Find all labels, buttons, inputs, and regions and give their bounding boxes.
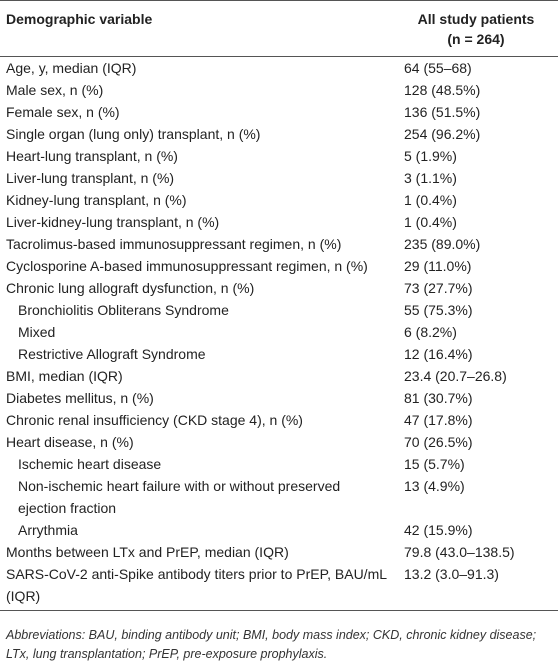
table-row: Liver-kidney-lung transplant, n (%) 1 (0.… bbox=[0, 211, 558, 233]
row-value: 3 (1.1%) bbox=[404, 170, 457, 186]
table-row: BMI, median (IQR) 23.4 (20.7–26.8) bbox=[0, 365, 558, 387]
table-row: Single organ (lung only) transplant, n (… bbox=[0, 123, 558, 145]
table-row: Cyclosporine A-based immunosuppressant r… bbox=[0, 255, 558, 277]
row-label: Chronic renal insufficiency (CKD stage 4… bbox=[6, 412, 303, 428]
column-header-line: (n = 264) bbox=[447, 31, 505, 47]
row-value: 73 (27.7%) bbox=[404, 280, 473, 296]
table-row: Months between LTx and PrEP, median (IQR… bbox=[0, 541, 558, 563]
row-value: 55 (75.3%) bbox=[404, 302, 473, 318]
table-row: Restrictive Allograft Syndrome 12 (16.4%) bbox=[0, 343, 558, 365]
row-value: 128 (48.5%) bbox=[404, 82, 481, 98]
table-row: Tacrolimus-based immunosuppressant regim… bbox=[0, 233, 558, 255]
row-label: Tacrolimus-based immunosuppressant regim… bbox=[6, 236, 342, 252]
row-label: Non-ischemic heart failure with or witho… bbox=[18, 478, 341, 516]
table-row: Male sex, n (%) 128 (48.5%) bbox=[0, 79, 558, 101]
row-value: 13.2 (3.0–91.3) bbox=[394, 563, 558, 611]
row-value: 47 (17.8%) bbox=[404, 412, 473, 428]
row-value: 6 (8.2%) bbox=[404, 324, 457, 340]
row-label: Months between LTx and PrEP, median (IQR… bbox=[6, 544, 289, 560]
row-label: Age, y, median (IQR) bbox=[6, 60, 137, 76]
row-value: 23.4 (20.7–26.8) bbox=[404, 368, 507, 384]
row-value: 15 (5.7%) bbox=[404, 456, 465, 472]
row-value: 136 (51.5%) bbox=[404, 104, 481, 120]
row-label: Liver-lung transplant, n (%) bbox=[6, 170, 175, 186]
table-row: Heart disease, n (%) 70 (26.5%) bbox=[0, 431, 558, 453]
row-value: 12 (16.4%) bbox=[404, 346, 473, 362]
table-row: Liver-lung transplant, n (%) 3 (1.1%) bbox=[0, 167, 558, 189]
row-label: BMI, median (IQR) bbox=[6, 368, 123, 384]
row-label: Heart-lung transplant, n (%) bbox=[6, 148, 178, 164]
row-label: Male sex, n (%) bbox=[6, 82, 104, 98]
row-value: 13 (4.9%) bbox=[404, 478, 465, 494]
table-row: Arrythmia 42 (15.9%) bbox=[0, 519, 558, 541]
header-row: Demographic variable All study patients (… bbox=[0, 0, 558, 57]
row-label: Liver-kidney-lung transplant, n (%) bbox=[6, 214, 220, 230]
row-label: Ischemic heart disease bbox=[18, 456, 162, 472]
row-value: 70 (26.5%) bbox=[404, 434, 473, 450]
table-body: Age, y, median (IQR) 64 (55–68) Male sex, … bbox=[0, 57, 558, 611]
row-label: SARS-CoV-2 anti-Spike antibody titers pr… bbox=[0, 563, 394, 611]
row-value: 64 (55–68) bbox=[404, 60, 472, 76]
table-row: Chronic lung allograft dysfunction, n (%… bbox=[0, 277, 558, 299]
row-value: 29 (11.0%) bbox=[404, 258, 472, 274]
table-row: SARS-CoV-2 anti-Spike antibody titers pr… bbox=[0, 563, 558, 611]
row-label: Cyclosporine A-based immunosuppressant r… bbox=[6, 258, 368, 274]
table-row: Mixed 6 (8.2%) bbox=[0, 321, 558, 343]
column-header-line: All study patients bbox=[417, 11, 535, 27]
table-row: Ischemic heart disease 15 (5.7%) bbox=[0, 453, 558, 475]
footnote: Abbreviations: BAU, binding antibody uni… bbox=[6, 628, 537, 661]
row-label: Single organ (lung only) transplant, n (… bbox=[6, 126, 261, 142]
table-row: Female sex, n (%) 136 (51.5%) bbox=[0, 101, 558, 123]
row-label: Chronic lung allograft dysfunction, n (%… bbox=[6, 280, 255, 296]
table-row: Bronchiolitis Obliterans Syndrome 55 (75.… bbox=[0, 299, 558, 321]
row-label: Arrythmia bbox=[18, 522, 78, 538]
row-value: 79.8 (43.0–138.5) bbox=[404, 544, 515, 560]
row-value: 1 (0.4%) bbox=[404, 192, 457, 208]
demographics-table: Demographic variable All study patients (… bbox=[0, 0, 558, 611]
column-header: Demographic variable bbox=[0, 0, 394, 57]
table-row: Kidney-lung transplant, n (%) 1 (0.4%) bbox=[0, 189, 558, 211]
column-header: All study patients (n = 264) bbox=[394, 0, 558, 57]
row-label: Female sex, n (%) bbox=[6, 104, 120, 120]
table-row: Age, y, median (IQR) 64 (55–68) bbox=[0, 57, 558, 80]
row-value: 5 (1.9%) bbox=[404, 148, 457, 164]
row-value: 254 (96.2%) bbox=[404, 126, 481, 142]
row-label: Bronchiolitis Obliterans Syndrome bbox=[18, 302, 229, 318]
table-row: Chronic renal insufficiency (CKD stage 4… bbox=[0, 409, 558, 431]
row-value: 235 (89.0%) bbox=[404, 236, 481, 252]
table-row: Diabetes mellitus, n (%) 81 (30.7%) bbox=[0, 387, 558, 409]
table-row: Heart-lung transplant, n (%) 5 (1.9%) bbox=[0, 145, 558, 167]
row-value: 81 (30.7%) bbox=[404, 390, 473, 406]
table-row: Non-ischemic heart failure with or witho… bbox=[0, 475, 558, 519]
row-label: Mixed bbox=[18, 324, 56, 340]
row-label: Heart disease, n (%) bbox=[6, 434, 134, 450]
row-label: Diabetes mellitus, n (%) bbox=[6, 390, 154, 406]
row-label: Kidney-lung transplant, n (%) bbox=[6, 192, 187, 208]
row-value: 42 (15.9%) bbox=[404, 522, 473, 538]
row-label: Restrictive Allograft Syndrome bbox=[18, 346, 206, 362]
row-value: 1 (0.4%) bbox=[404, 214, 457, 230]
